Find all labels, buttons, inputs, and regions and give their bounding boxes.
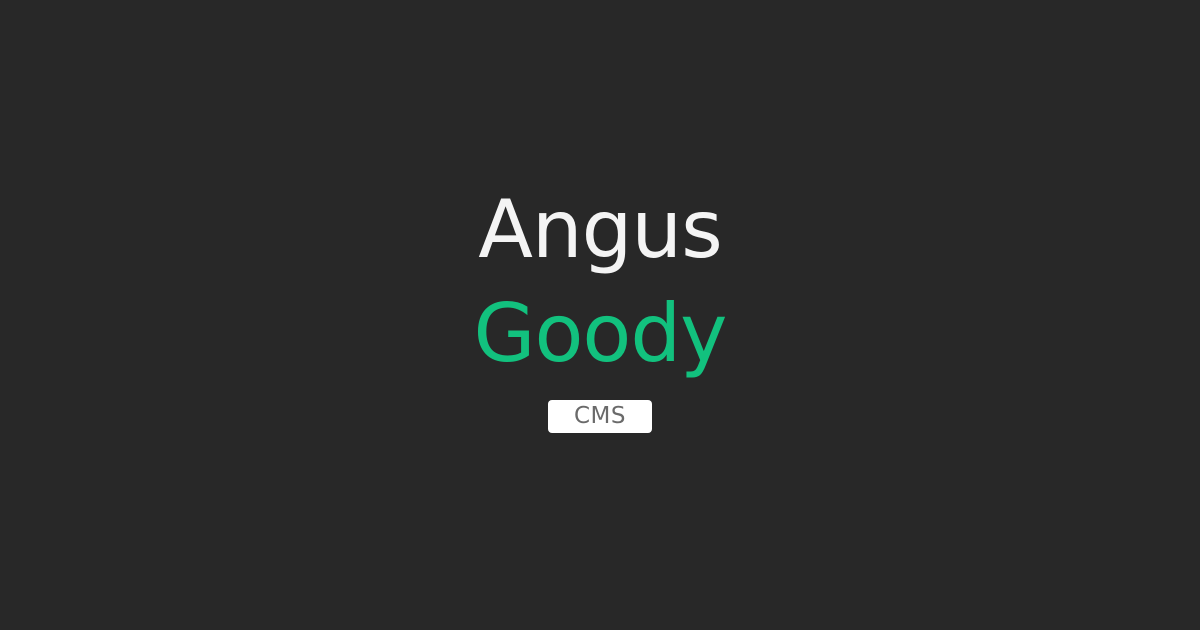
last-name: Goody <box>473 287 727 380</box>
cms-badge: CMS <box>548 400 652 433</box>
first-name: Angus <box>478 183 723 276</box>
